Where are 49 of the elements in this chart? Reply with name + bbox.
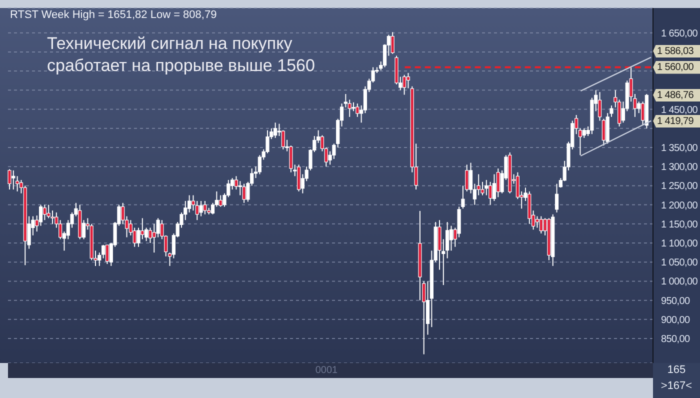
y-tick-label: 1 050,00 (661, 258, 698, 269)
candlestick (12, 170, 16, 190)
candlestick (535, 216, 540, 228)
ref-line-label: 1 560,00 (653, 60, 700, 74)
candlestick (390, 32, 394, 54)
candlestick (406, 72, 410, 89)
candlestick (484, 179, 488, 196)
candlestick (281, 130, 285, 150)
candlestick (242, 183, 246, 204)
candlestick (132, 227, 136, 248)
y-tick-label: 1 100,00 (661, 238, 698, 250)
chart-title: RTST Week High = 1651,82 Low = 808,79 (10, 9, 217, 21)
candlestick (356, 103, 360, 118)
candlestick (203, 200, 207, 215)
text: 1 419,79 (653, 114, 700, 128)
y-tick-label: 850,00 (661, 334, 691, 346)
candlestick (105, 244, 110, 265)
candlestick (8, 168, 12, 190)
y-tick-label: 1 650,00 (661, 28, 698, 40)
y-tick-label: 1 150,00 (661, 219, 698, 230)
y-tick-label: 1 450,00 (661, 104, 698, 116)
candlestick (218, 194, 222, 208)
candlestick (554, 183, 559, 213)
y-tick-label: 1 350,00 (661, 142, 698, 154)
annotation: Технический сигнал на покупку сработает на прорыве выше 1560 (47, 33, 315, 77)
text: 0001 (314, 365, 339, 376)
text: 1 586,03 (653, 44, 700, 58)
y-tick-label: 1 000,00 (661, 276, 698, 288)
y-tick-label: 900,00 (661, 314, 691, 326)
candlestick (274, 122, 278, 138)
candlestick (195, 200, 199, 221)
candlestick (496, 168, 500, 198)
y-tick-label: 1 200,00 (661, 200, 698, 212)
candlestick (476, 174, 480, 196)
candlestick (582, 128, 586, 138)
candlestick (42, 204, 46, 221)
candlestick (296, 164, 301, 192)
y-tick-label: 1 300,00 (661, 162, 698, 174)
candlestick (140, 218, 144, 240)
y-tick-label: 950,00 (661, 296, 691, 307)
candlestick (488, 181, 492, 206)
y-tick-label: 1 250,00 (661, 181, 698, 192)
text: 1 486,76 (653, 88, 700, 102)
candlestick (199, 200, 203, 217)
text: >167< (660, 380, 694, 392)
candlestick (539, 216, 543, 234)
candlestick (402, 74, 406, 96)
text: 165 (666, 364, 687, 376)
candlestick (348, 99, 352, 118)
